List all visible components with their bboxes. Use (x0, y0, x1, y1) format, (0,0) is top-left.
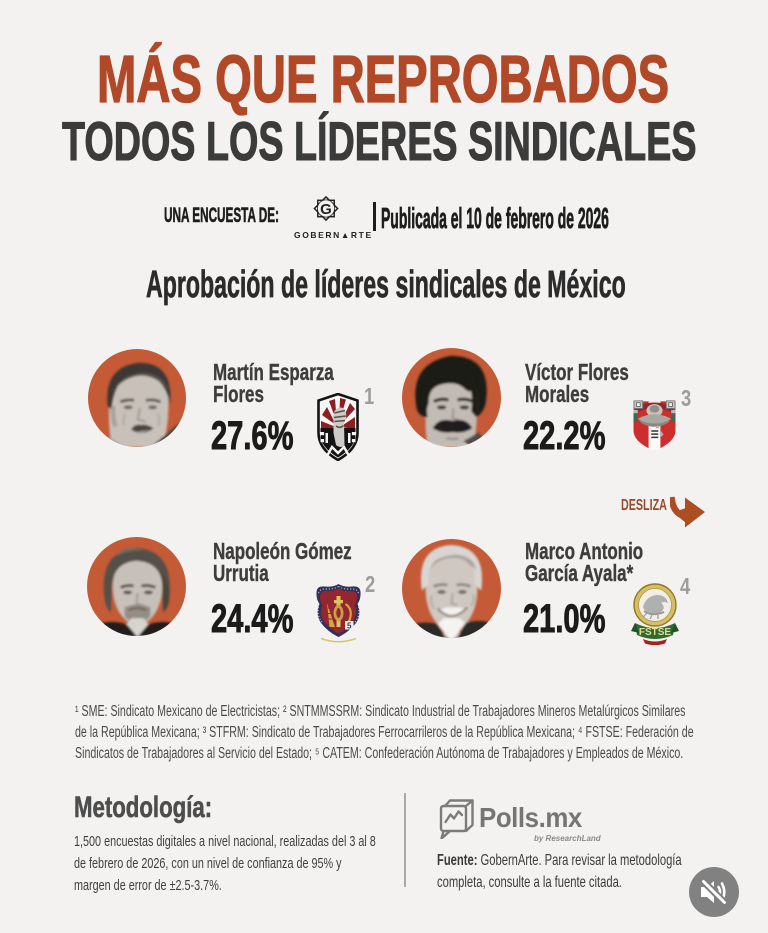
svg-text:G: G (320, 201, 332, 218)
svg-text:FSTSE: FSTSE (639, 627, 672, 638)
svg-text:5: 5 (347, 622, 352, 631)
